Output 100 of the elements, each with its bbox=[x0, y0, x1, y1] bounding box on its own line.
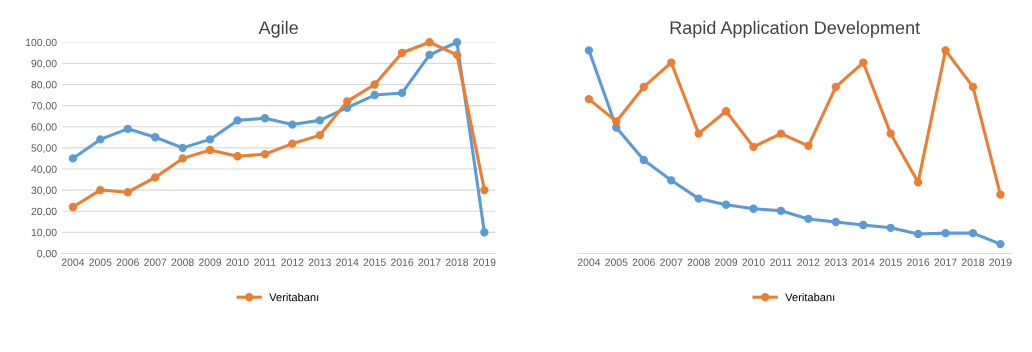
point bbox=[397, 48, 407, 57]
point bbox=[315, 131, 324, 140]
point bbox=[968, 82, 978, 92]
point bbox=[859, 58, 868, 67]
point bbox=[452, 38, 462, 47]
point bbox=[123, 124, 132, 133]
point bbox=[343, 97, 352, 106]
x-tick-label: 2010 bbox=[226, 258, 249, 266]
point bbox=[205, 145, 215, 155]
point bbox=[639, 155, 648, 165]
point bbox=[721, 107, 731, 116]
x-tick-label: 2007 bbox=[660, 258, 683, 266]
x-tick-label: 2008 bbox=[687, 258, 710, 266]
point bbox=[205, 135, 215, 144]
point bbox=[886, 223, 895, 233]
point bbox=[370, 90, 379, 100]
point bbox=[584, 94, 594, 104]
point bbox=[804, 214, 813, 224]
x-tick-label: 2010 bbox=[742, 258, 765, 266]
y-tick-label: 80,00 bbox=[31, 80, 57, 90]
x-tick-label: 2007 bbox=[144, 258, 167, 266]
x-tick-label: 2004 bbox=[577, 258, 601, 266]
x-tick-label: 2016 bbox=[907, 258, 930, 266]
point bbox=[370, 80, 379, 89]
point bbox=[941, 228, 950, 238]
y-tick-label: 70,00 bbox=[31, 102, 57, 111]
legend-label: Veritabanı bbox=[785, 293, 835, 302]
chart-title: Rapid Application Development bbox=[670, 20, 920, 38]
x-tick-label: 2012 bbox=[281, 258, 304, 266]
x-tick-label: 2006 bbox=[116, 258, 139, 266]
point bbox=[233, 116, 242, 125]
y-tick-label: 20,00 bbox=[31, 207, 57, 217]
point bbox=[480, 228, 489, 237]
point bbox=[260, 150, 270, 159]
point bbox=[694, 129, 703, 138]
point bbox=[804, 141, 813, 150]
point bbox=[612, 117, 621, 126]
x-tick-label: 2019 bbox=[473, 258, 496, 266]
y-tick-label: 100,00 bbox=[26, 38, 57, 48]
point bbox=[123, 188, 132, 197]
point bbox=[968, 228, 978, 238]
point bbox=[178, 154, 187, 163]
point bbox=[68, 202, 78, 212]
point bbox=[480, 185, 489, 195]
x-tick-label: 2017 bbox=[418, 258, 441, 266]
x-tick-label: 2005 bbox=[605, 258, 628, 266]
point bbox=[315, 116, 324, 125]
y-tick-label: 10,00 bbox=[31, 228, 57, 238]
x-tick-label: 2011 bbox=[254, 258, 276, 266]
point bbox=[151, 173, 160, 182]
x-tick-label: 2008 bbox=[171, 258, 194, 266]
point bbox=[452, 50, 462, 60]
point bbox=[288, 120, 297, 129]
point bbox=[996, 190, 1005, 199]
x-tick-label: 2013 bbox=[824, 258, 847, 266]
x-tick-label: 2018 bbox=[961, 258, 985, 266]
point bbox=[397, 88, 407, 98]
point bbox=[178, 143, 187, 153]
point bbox=[859, 220, 868, 230]
point bbox=[639, 82, 648, 92]
x-tick-label: 2015 bbox=[363, 258, 386, 266]
y-tick-label: 30,00 bbox=[31, 186, 57, 196]
y-tick-label: 50,00 bbox=[31, 144, 57, 153]
x-tick-label: 2014 bbox=[336, 258, 359, 266]
point bbox=[996, 239, 1005, 249]
point bbox=[151, 133, 160, 142]
point bbox=[584, 46, 594, 55]
point bbox=[667, 58, 676, 67]
x-tick-label: 2017 bbox=[934, 258, 957, 266]
x-tick-label: 2019 bbox=[989, 258, 1012, 266]
x-tick-label: 2006 bbox=[632, 258, 655, 266]
x-tick-label: 2004 bbox=[61, 258, 85, 266]
point bbox=[425, 38, 434, 47]
y-tick-label: 60,00 bbox=[31, 123, 57, 132]
point bbox=[886, 129, 895, 138]
point bbox=[913, 178, 923, 187]
point bbox=[749, 142, 758, 151]
point bbox=[96, 185, 105, 195]
legend-label: Veritabanı bbox=[269, 293, 319, 302]
point bbox=[96, 135, 105, 144]
x-tick-label: 2005 bbox=[89, 258, 112, 266]
point bbox=[941, 46, 950, 55]
x-tick-label: 2013 bbox=[308, 258, 331, 266]
x-tick-label: 2009 bbox=[715, 258, 738, 266]
y-tick-label: 40,00 bbox=[31, 165, 57, 175]
point bbox=[776, 129, 786, 138]
point bbox=[288, 139, 297, 148]
point bbox=[721, 200, 731, 209]
y-tick-label: 0,00 bbox=[37, 249, 57, 259]
x-tick-label: 2018 bbox=[445, 258, 469, 266]
point bbox=[831, 217, 840, 227]
x-tick-label: 2012 bbox=[797, 258, 820, 266]
point bbox=[913, 229, 923, 239]
point bbox=[233, 152, 242, 161]
point bbox=[425, 50, 434, 60]
point bbox=[694, 194, 703, 203]
point bbox=[831, 82, 840, 92]
point bbox=[776, 206, 786, 215]
x-tick-label: 2016 bbox=[391, 258, 414, 266]
x-tick-label: 2011 bbox=[770, 258, 792, 266]
